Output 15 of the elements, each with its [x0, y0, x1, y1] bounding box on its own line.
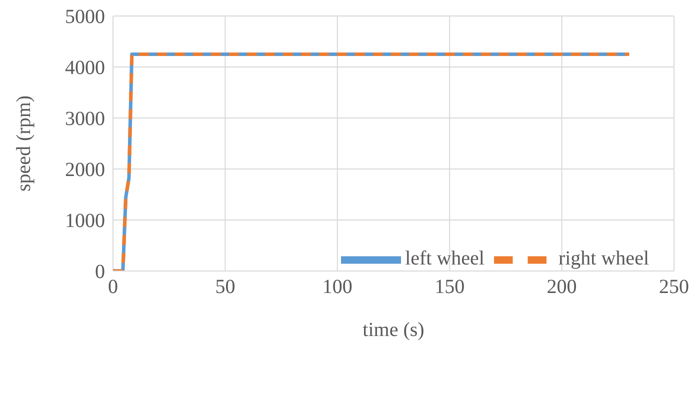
y-tick-label: 3000 [65, 108, 105, 130]
y-tick-label: 1000 [65, 210, 105, 232]
legend-label: left wheel [405, 248, 484, 270]
x-tick-label: 150 [434, 276, 465, 298]
y-tick-label: 2000 [65, 159, 105, 182]
x-tick-label: 250 [659, 276, 689, 298]
x-tick-label: 50 [215, 276, 236, 298]
x-tick-label: 200 [546, 276, 577, 298]
y-tick-label: 0 [95, 261, 105, 284]
x-tick-label: 100 [322, 276, 352, 298]
y-tick-label: 4000 [65, 57, 105, 80]
y-axis-title: speed (rpm) [13, 95, 36, 192]
y-tick-label: 5000 [65, 6, 105, 28]
legend-label: right wheel [558, 248, 649, 270]
x-axis-title: time (s) [362, 319, 424, 341]
